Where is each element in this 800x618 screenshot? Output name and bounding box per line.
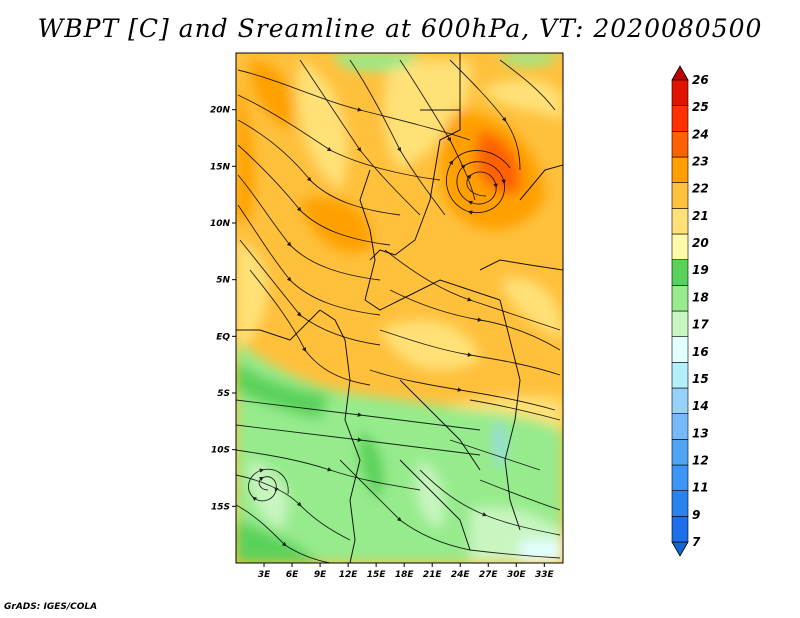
colorbar-swatch: [671, 336, 689, 363]
colorbar-label: 7: [692, 535, 701, 549]
latitude-axis: 20N 15N 10N 5N EQ 5S 10S 15S: [210, 106, 236, 512]
grads-credit: GrADS: IGES/COLA: [4, 602, 98, 612]
lat-tick-label: 20N: [210, 106, 231, 116]
lon-tick-label: 3E: [258, 570, 271, 580]
lon-tick-label: 9E: [314, 570, 327, 580]
colorbar-label: 14: [692, 399, 709, 413]
lat-tick-label: EQ: [216, 332, 230, 342]
lon-tick-label: 33E: [535, 570, 555, 580]
colorbar-label: 9: [692, 508, 700, 522]
colorbar-label: 19: [692, 263, 709, 277]
lat-tick-label: 10S: [211, 446, 230, 456]
colorbar-label: 12: [692, 453, 709, 467]
colorbar-label: 24: [692, 127, 709, 141]
wbpt-field: [236, 53, 563, 563]
colorbar-label: 21: [692, 209, 709, 223]
colorbar-swatch: [671, 79, 689, 106]
colorbar-label: 23: [692, 155, 709, 169]
colorbar-min-triangle: [671, 541, 689, 557]
colorbar-label: 16: [692, 345, 709, 359]
map-title: WBPT [C] and Sreamline at 600hPa, VT: 20…: [37, 14, 763, 43]
colorbar-swatch: [671, 156, 689, 183]
colorbar-label: 17: [692, 318, 709, 332]
colorbar-swatch: [671, 182, 689, 209]
colorbar-label: 11: [692, 481, 709, 495]
colorbar-swatch: [671, 387, 689, 414]
colorbar-label: 15: [692, 372, 709, 386]
colorbar-swatch: [671, 516, 689, 543]
colorbar-swatch: [671, 233, 689, 260]
lon-tick-label: 12E: [339, 570, 359, 580]
lon-tick-label: 27E: [479, 570, 499, 580]
lon-tick-label: 24E: [451, 570, 471, 580]
colorbar-swatch: [671, 131, 689, 158]
longitude-axis: 3E 6E 9E 12E 15E 18E 21E 24E 27E 30E 33E: [258, 563, 555, 580]
colorbar-swatch: [671, 105, 689, 132]
colorbar-swatch: [671, 439, 689, 466]
map-frame: [235, 52, 564, 564]
colorbar-label: 22: [692, 182, 709, 196]
colorbar-label: 20: [692, 236, 709, 250]
colorbar-swatch: [671, 285, 689, 312]
lat-tick-label: 5S: [217, 389, 230, 399]
colorbar-swatch: [671, 490, 689, 517]
colorbar-label: 25: [692, 100, 709, 114]
lon-tick-label: 30E: [507, 570, 527, 580]
lat-tick-label: 15N: [210, 162, 231, 172]
colorbar-swatch: [671, 310, 689, 337]
colorbar-label: 13: [692, 426, 709, 440]
colorbar-swatch: [671, 413, 689, 440]
colorbar-swatch: [671, 362, 689, 389]
colorbar-swatch: [671, 208, 689, 235]
colorbar-label: 18: [692, 290, 709, 304]
colorbar: 7 9 11 12 13 14 15 16 17 18 19 20 21 22 23 24 25 26: [671, 65, 709, 557]
lon-tick-label: 15E: [367, 570, 387, 580]
lat-tick-label: 10N: [210, 219, 231, 229]
colorbar-swatch: [671, 259, 689, 286]
lat-tick-label: 5N: [216, 276, 230, 286]
lon-tick-label: 21E: [423, 570, 443, 580]
lat-tick-label: 15S: [211, 502, 230, 512]
lon-tick-label: 6E: [286, 570, 299, 580]
colorbar-max-triangle: [671, 65, 689, 81]
colorbar-label: 26: [692, 73, 709, 87]
colorbar-swatch: [671, 464, 689, 491]
lon-tick-label: 18E: [395, 570, 415, 580]
